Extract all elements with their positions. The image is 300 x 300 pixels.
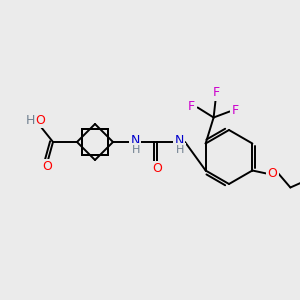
Text: H: H <box>25 113 35 127</box>
Text: O: O <box>42 160 52 173</box>
Text: N: N <box>130 134 140 148</box>
Text: F: F <box>188 100 195 113</box>
Text: O: O <box>35 113 45 127</box>
Text: H: H <box>176 145 184 155</box>
Text: O: O <box>152 163 162 176</box>
Text: O: O <box>267 167 277 180</box>
Text: F: F <box>232 104 239 117</box>
Text: N: N <box>174 134 184 148</box>
Text: H: H <box>132 145 140 155</box>
Text: F: F <box>213 86 220 99</box>
